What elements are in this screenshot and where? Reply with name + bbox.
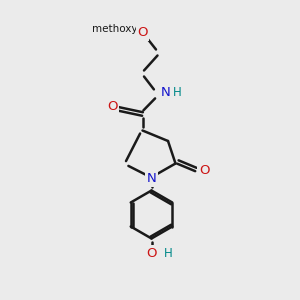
Text: O: O bbox=[146, 247, 157, 260]
Text: methoxy: methoxy bbox=[93, 23, 135, 34]
Text: H: H bbox=[172, 86, 182, 100]
Text: O: O bbox=[199, 164, 209, 178]
Text: O: O bbox=[107, 100, 118, 113]
Text: methoxy: methoxy bbox=[92, 23, 137, 34]
Text: H: H bbox=[164, 247, 172, 260]
Text: N: N bbox=[147, 172, 156, 185]
Text: N: N bbox=[161, 86, 171, 100]
Text: O: O bbox=[137, 26, 148, 40]
